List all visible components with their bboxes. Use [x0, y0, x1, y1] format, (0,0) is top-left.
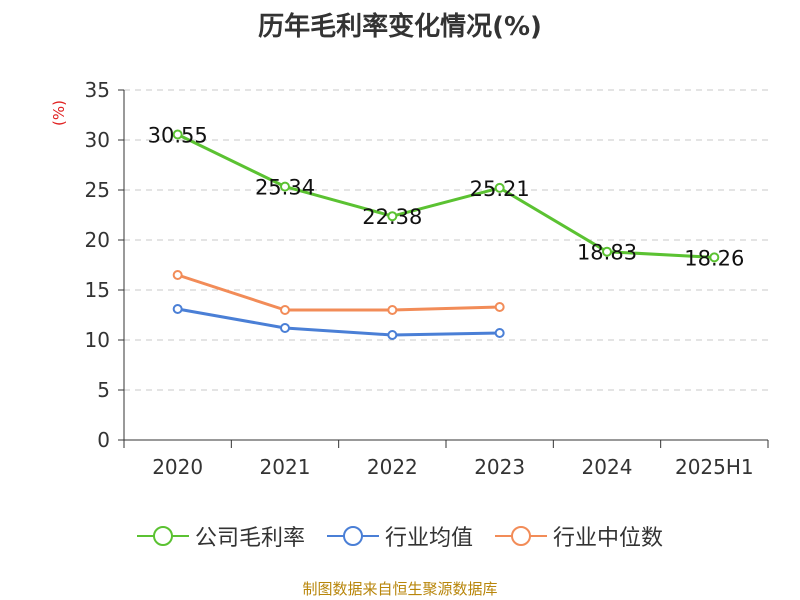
data-point	[709, 252, 720, 263]
x-tick-label: 2021	[260, 455, 311, 479]
legend-label: 行业均值	[384, 526, 473, 551]
y-tick-label: 30	[85, 128, 110, 152]
chart-title: 历年毛利率变化情况(%)	[258, 12, 542, 42]
x-tick-label: 2020	[152, 455, 203, 479]
data-point	[172, 270, 183, 280]
data-label: 18.83	[577, 241, 637, 265]
y-tick-label: 0	[97, 428, 110, 452]
data-label: 18.26	[684, 246, 744, 270]
data-label: 25.34	[255, 176, 315, 200]
data-label: 25.21	[470, 177, 530, 201]
data-point	[172, 304, 183, 314]
y-tick-label: 10	[85, 328, 110, 352]
data-point	[172, 129, 183, 140]
legend-line-circle-icon	[326, 526, 379, 546]
legend-line-circle-icon	[495, 526, 547, 546]
y-tick-label: 15	[85, 278, 110, 302]
x-tick-label: 2023	[474, 455, 525, 479]
series-line-2	[177, 273, 500, 312]
data-point	[387, 305, 398, 315]
data-point	[280, 323, 290, 333]
legend-item[interactable]: 公司毛利率	[136, 520, 305, 552]
legend-label: 公司毛利率	[194, 526, 305, 551]
x-tick-label: 2022	[367, 455, 418, 479]
legend-item[interactable]: 行业均值	[326, 520, 473, 552]
data-point	[280, 181, 290, 192]
x-tick-label: 2024	[582, 455, 633, 479]
data-point	[280, 305, 290, 315]
data-point	[387, 330, 398, 340]
y-tick-label: 25	[85, 178, 110, 202]
legend-line-circle-icon	[136, 526, 189, 546]
series-line-1	[177, 307, 500, 337]
data-point	[494, 302, 505, 312]
x-tick-label: 2025H1	[675, 455, 754, 479]
y-tick-label: 5	[97, 378, 110, 402]
data-point	[494, 328, 505, 338]
data-source-note: 制图数据来自恒生聚源数据库	[302, 580, 498, 598]
y-tick-label: 35	[85, 78, 110, 102]
legend-label: 行业中位数	[553, 526, 664, 551]
data-label: 22.38	[362, 205, 422, 229]
series-line-0	[177, 133, 715, 259]
data-label: 30.55	[148, 124, 208, 148]
legend: 公司毛利率 行业均值 行业中位数	[0, 520, 800, 552]
data-point	[494, 182, 505, 193]
legend-item[interactable]: 行业中位数	[495, 520, 663, 552]
data-point	[602, 246, 612, 257]
y-tick-label: 20	[85, 228, 110, 252]
data-point	[387, 211, 398, 222]
